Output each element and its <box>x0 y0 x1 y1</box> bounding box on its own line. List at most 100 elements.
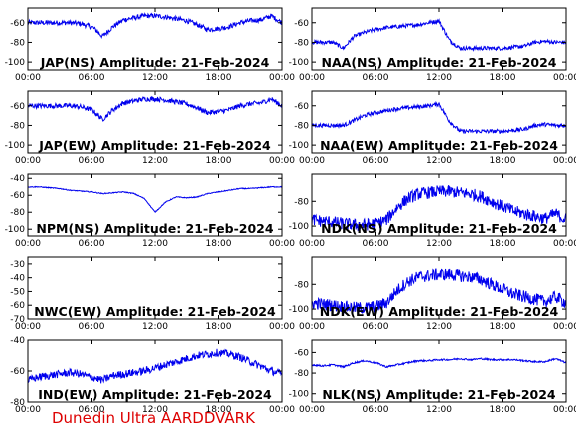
credit-label-svg: Dunedin Ultra AARDDVARK <box>52 409 256 427</box>
y-tick-label: -40 <box>10 274 25 284</box>
y-tick-label: -70 <box>10 315 25 325</box>
x-tick-label: 18:00 <box>206 322 232 332</box>
x-tick-label: 06:00 <box>363 239 389 249</box>
panel-title: NAA(NS) Amplitude: 21-Feb-2024 <box>322 55 557 70</box>
credit-label: Dunedin Ultra AARDDVARK <box>52 408 292 428</box>
y-tick-label: -80 <box>10 398 25 408</box>
y-tick-label: -80 <box>294 369 309 379</box>
x-tick-label: 18:00 <box>206 156 232 166</box>
y-tick-label: -60 <box>10 191 25 201</box>
panel-title: NDK(NS) Amplitude: 21-Feb-2024 <box>321 221 557 236</box>
x-tick-label: 00:00 <box>299 73 325 83</box>
x-tick-label: 12:00 <box>426 156 452 166</box>
y-tick-label: -100 <box>5 58 26 68</box>
panel-1: -60 -80 -100 00:00 06:00 12:00 18:00 00:00 JAP(N… <box>5 7 295 83</box>
y-tick-label: -60 <box>10 367 25 377</box>
amplitude-trace-3 <box>28 95 282 122</box>
x-tick-label: 12:00 <box>426 405 452 415</box>
x-tick-label: 00:00 <box>553 239 576 249</box>
x-tick-label: 00:00 <box>553 405 576 415</box>
x-tick-label: 06:00 <box>79 239 105 249</box>
panel-title: NLK(NS) Amplitude: 21-Feb-2024 <box>322 387 556 402</box>
y-tick-label: -60 <box>10 102 25 112</box>
panel-8: -80 -100 00:00 06:00 12:00 18:00 00:00 NDK(EW) … <box>289 256 576 332</box>
panel-3: -60 -80 -100 00:00 06:00 12:00 18:00 00:00 JAP(E… <box>5 90 295 166</box>
x-tick-label: 18:00 <box>206 405 232 415</box>
y-tick-label: -80 <box>10 208 25 218</box>
x-tick-label: 12:00 <box>142 239 168 249</box>
x-tick-label: 12:00 <box>142 322 168 332</box>
amplitude-trace-4 <box>312 100 566 135</box>
x-tick-label: 06:00 <box>363 73 389 83</box>
y-tick-label: -50 <box>10 287 25 297</box>
x-tick-label: 12:00 <box>142 73 168 83</box>
y-tick-label: -80 <box>10 121 25 131</box>
y-tick-label: -60 <box>10 19 25 29</box>
x-tick-label: 00:00 <box>15 156 41 166</box>
x-tick-label: 18:00 <box>490 156 516 166</box>
x-tick-label: 00:00 <box>299 405 325 415</box>
y-tick-label: -100 <box>5 225 26 235</box>
x-tick-label: 00:00 <box>15 405 41 415</box>
x-tick-label: 06:00 <box>79 405 105 415</box>
amplitude-trace-5 <box>28 185 282 213</box>
y-tick-label: -100 <box>289 141 310 151</box>
panel-title: JAP(EW) Amplitude: 21-Feb-2024 <box>38 138 271 153</box>
y-tick-label: -60 <box>294 102 309 112</box>
credit-text: Dunedin Ultra AARDDVARK <box>52 409 256 427</box>
amplitude-trace-10 <box>312 357 566 369</box>
y-tick-label: -40 <box>10 174 25 184</box>
x-tick-label: 00:00 <box>15 322 41 332</box>
x-tick-label: 00:00 <box>553 73 576 83</box>
y-tick-label: -80 <box>294 38 309 48</box>
x-tick-label: 00:00 <box>15 239 41 249</box>
panel-title: NDK(EW) Amplitude: 21-Feb-2024 <box>320 304 559 319</box>
x-tick-label: 00:00 <box>269 239 295 249</box>
amplitude-trace-9 <box>28 348 282 384</box>
x-tick-label: 18:00 <box>490 405 516 415</box>
x-tick-label: 12:00 <box>426 322 452 332</box>
panel-5: -40 -60 -80 -100 00:00 06:00 12:00 18:00 00:00 NP… <box>5 173 295 249</box>
panel-title: NWC(EW) Amplitude: 21-Feb-2024 <box>34 304 276 319</box>
x-tick-label: 12:00 <box>142 156 168 166</box>
x-tick-label: 06:00 <box>79 73 105 83</box>
y-tick-label: -100 <box>289 305 310 315</box>
panel-4: -60 -80 -100 00:00 06:00 12:00 18:00 00:00 NAA(E… <box>289 90 576 166</box>
x-tick-label: 06:00 <box>363 156 389 166</box>
y-tick-label: -100 <box>289 390 310 400</box>
x-tick-label: 00:00 <box>15 73 41 83</box>
panel-6: -80 -100 00:00 06:00 12:00 18:00 00:00 NDK(NS) … <box>289 173 576 249</box>
x-tick-label: 06:00 <box>79 322 105 332</box>
x-tick-label: 18:00 <box>490 73 516 83</box>
x-tick-label: 00:00 <box>269 405 295 415</box>
panel-10: -60 -80 -100 00:00 06:00 12:00 18:00 00:00 NLK(N… <box>289 339 576 415</box>
amplitude-trace-1 <box>28 12 282 39</box>
panel-title: JAP(NS) Amplitude: 21-Feb-2024 <box>40 55 270 70</box>
amplitude-trace-2 <box>312 18 566 52</box>
x-tick-label: 18:00 <box>490 322 516 332</box>
x-tick-label: 06:00 <box>363 322 389 332</box>
x-tick-label: 00:00 <box>269 156 295 166</box>
x-tick-label: 06:00 <box>79 156 105 166</box>
y-tick-label: -80 <box>294 197 309 207</box>
panel-title: IND(EW) Amplitude: 21-Feb-2024 <box>38 387 272 402</box>
y-tick-label: -80 <box>294 280 309 290</box>
y-tick-label: -30 <box>10 260 25 270</box>
x-tick-label: 00:00 <box>269 322 295 332</box>
x-tick-label: 12:00 <box>426 239 452 249</box>
panel-2: -60 -80 -100 00:00 06:00 12:00 18:00 00:00 NAA(N… <box>289 7 576 83</box>
x-tick-label: 00:00 <box>553 322 576 332</box>
x-tick-label: 00:00 <box>553 156 576 166</box>
y-tick-label: -80 <box>294 121 309 131</box>
x-tick-label: 18:00 <box>206 73 232 83</box>
x-tick-label: 12:00 <box>426 73 452 83</box>
y-tick-label: -60 <box>10 301 25 311</box>
y-tick-label: -80 <box>10 38 25 48</box>
x-tick-label: 00:00 <box>299 156 325 166</box>
panel-title: NAA(EW) Amplitude: 21-Feb-2024 <box>320 138 558 153</box>
y-tick-label: -60 <box>294 348 309 358</box>
x-tick-label: 00:00 <box>299 322 325 332</box>
